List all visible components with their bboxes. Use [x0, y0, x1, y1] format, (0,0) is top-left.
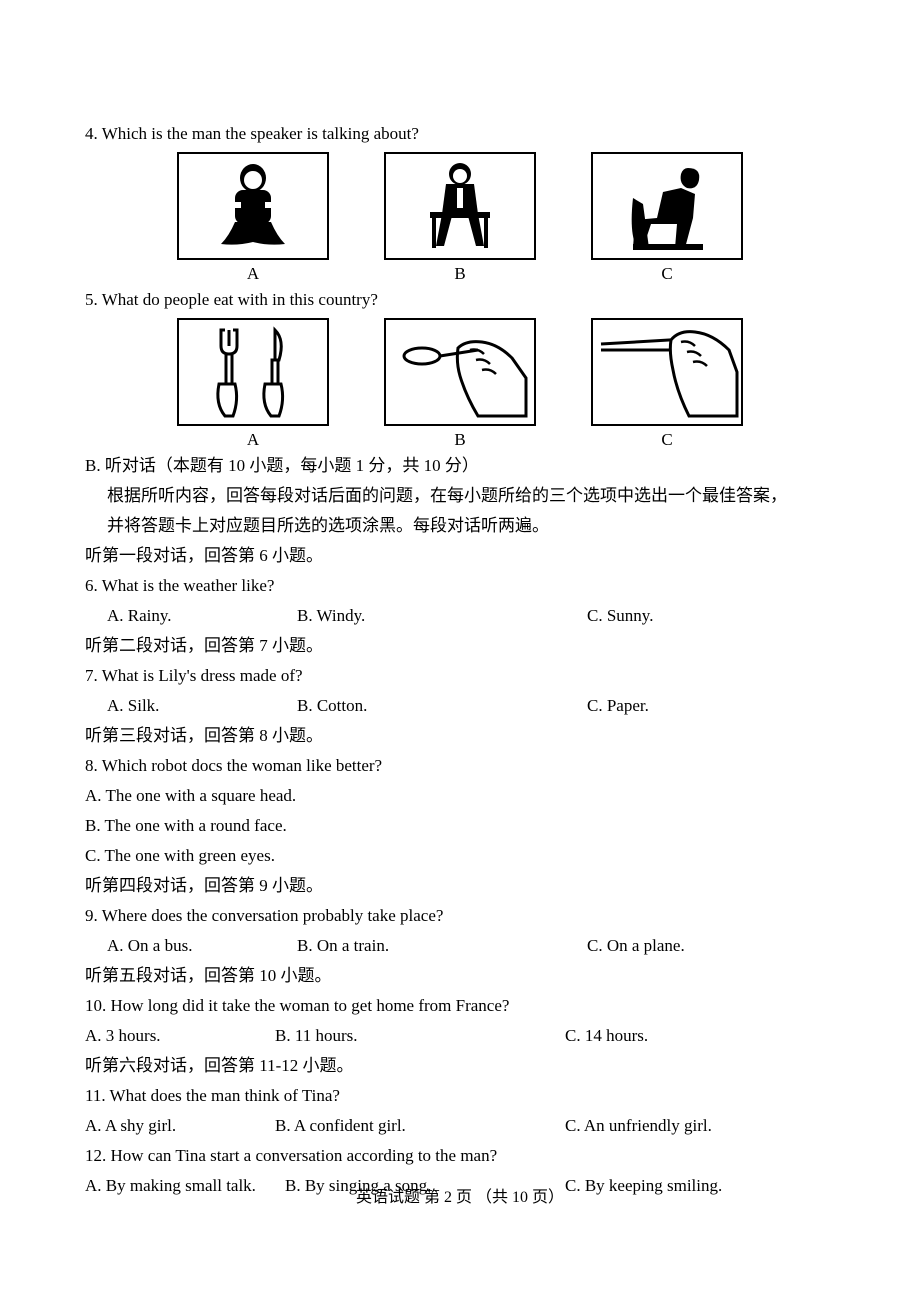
q4-text: 4. Which is the man the speaker is talki… [85, 120, 835, 148]
q11-opt-a: A. A shy girl. [85, 1112, 275, 1140]
q9-text: 9. Where does the conversation probably … [85, 902, 835, 930]
dialogue-6-heading: 听第六段对话，回答第 11-12 小题。 [85, 1052, 835, 1080]
q9-opt-c: C. On a plane. [587, 932, 835, 960]
dialogue-2-heading: 听第二段对话，回答第 7 小题。 [85, 632, 835, 660]
man-sitting-chair-front-icon [384, 152, 536, 260]
q6-options: A. Rainy. B. Windy. C. Sunny. [85, 602, 835, 630]
q5-label-b: B [454, 430, 465, 450]
q4-option-b: B [384, 152, 536, 284]
q7-options: A. Silk. B. Cotton. C. Paper. [85, 692, 835, 720]
q5-text: 5. What do people eat with in this count… [85, 286, 835, 314]
section-b-title: B. 听对话（本题有 10 小题，每小题 1 分，共 10 分） [85, 452, 835, 480]
q8-opt-a: A. The one with a square head. [85, 782, 835, 810]
q6-opt-a: A. Rainy. [85, 602, 297, 630]
q4-label-c: C [661, 264, 672, 284]
section-b-instr1: 根据所听内容，回答每段对话后面的问题，在每小题所给的三个选项中选出一个最佳答案， [85, 482, 835, 510]
exam-page: 4. Which is the man the speaker is talki… [0, 0, 920, 1302]
q9-options: A. On a bus. B. On a train. C. On a plan… [85, 932, 835, 960]
fork-knife-icon [177, 318, 329, 426]
q5-image-row: A B C [85, 318, 835, 450]
chopsticks-hand-icon [591, 318, 743, 426]
q5-option-c: C [591, 318, 743, 450]
q10-opt-c: C. 14 hours. [565, 1022, 835, 1050]
q7-text: 7. What is Lily's dress made of? [85, 662, 835, 690]
q4-option-c: C [591, 152, 743, 284]
page-footer: 英语试题 第 2 页 （共 10 页） [0, 1183, 920, 1207]
q8-opt-c: C. The one with green eyes. [85, 842, 835, 870]
man-sitting-chair-side-icon [591, 152, 743, 260]
q9-opt-b: B. On a train. [297, 932, 587, 960]
q4-image-row: A B [85, 152, 835, 284]
q9-opt-a: A. On a bus. [85, 932, 297, 960]
q7-opt-b: B. Cotton. [297, 692, 587, 720]
section-b-instr2: 并将答题卡上对应题目所选的选项涂黑。每段对话听两遍。 [85, 512, 835, 540]
q7-opt-a: A. Silk. [85, 692, 297, 720]
q5-option-a: A [177, 318, 329, 450]
q8-opt-b: B. The one with a round face. [85, 812, 835, 840]
q6-opt-b: B. Windy. [297, 602, 587, 630]
q10-options: A. 3 hours. B. 11 hours. C. 14 hours. [85, 1022, 835, 1050]
q10-opt-b: B. 11 hours. [275, 1022, 565, 1050]
q7-opt-c: C. Paper. [587, 692, 835, 720]
q8-text: 8. Which robot docs the woman like bette… [85, 752, 835, 780]
dialogue-4-heading: 听第四段对话，回答第 9 小题。 [85, 872, 835, 900]
dialogue-1-heading: 听第一段对话，回答第 6 小题。 [85, 542, 835, 570]
q11-opt-b: B. A confident girl. [275, 1112, 565, 1140]
q4-label-a: A [247, 264, 259, 284]
q5-label-a: A [247, 430, 259, 450]
q6-opt-c: C. Sunny. [587, 602, 835, 630]
q10-opt-a: A. 3 hours. [85, 1022, 275, 1050]
q5-label-c: C [661, 430, 672, 450]
dialogue-5-heading: 听第五段对话，回答第 10 小题。 [85, 962, 835, 990]
q11-options: A. A shy girl. B. A confident girl. C. A… [85, 1112, 835, 1140]
q11-opt-c: C. An unfriendly girl. [565, 1112, 835, 1140]
q10-text: 10. How long did it take the woman to ge… [85, 992, 835, 1020]
q4-label-b: B [454, 264, 465, 284]
spoon-hand-icon [384, 318, 536, 426]
q11-text: 11. What does the man think of Tina? [85, 1082, 835, 1110]
q12-text: 12. How can Tina start a conversation ac… [85, 1142, 835, 1170]
q5-option-b: B [384, 318, 536, 450]
q4-option-a: A [177, 152, 329, 284]
man-sitting-crosslegged-icon [177, 152, 329, 260]
dialogue-3-heading: 听第三段对话，回答第 8 小题。 [85, 722, 835, 750]
q6-text: 6. What is the weather like? [85, 572, 835, 600]
